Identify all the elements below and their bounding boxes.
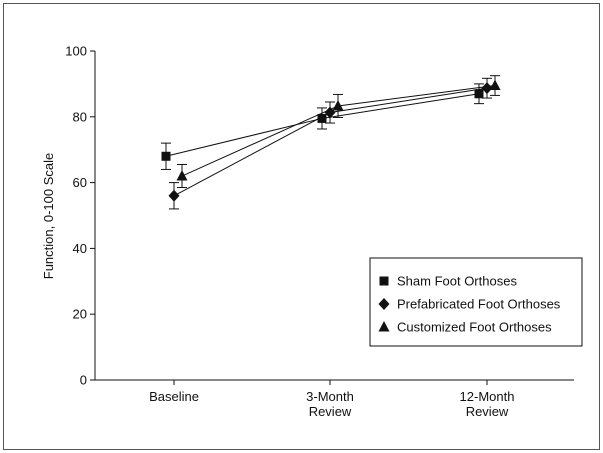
x-tick-label: Review bbox=[309, 404, 352, 419]
y-tick-label: 100 bbox=[65, 44, 87, 59]
error-bars bbox=[161, 75, 500, 210]
legend: Sham Foot Orthoses Prefabricated Foot Ort… bbox=[369, 257, 583, 347]
y-tick-label: 60 bbox=[73, 175, 87, 190]
legend-marker-diamond-icon bbox=[378, 298, 390, 310]
x-tick-label: 12-Month bbox=[460, 389, 515, 404]
legend-marker-square-icon bbox=[379, 276, 389, 286]
y-axis-title: Function, 0-100 Scale bbox=[41, 153, 56, 279]
y-tick-label: 80 bbox=[73, 109, 87, 124]
data-point-square bbox=[161, 151, 171, 161]
data-point-square bbox=[474, 89, 484, 99]
data-point-diamond bbox=[168, 189, 180, 202]
data-point-diamond bbox=[324, 106, 336, 119]
data-point-square bbox=[317, 113, 327, 123]
data-point-triangle bbox=[332, 99, 344, 111]
x-tick-label: Baseline bbox=[149, 389, 199, 404]
legend-box bbox=[369, 257, 583, 347]
legend-label: Prefabricated Foot Orthoses bbox=[397, 297, 561, 312]
x-tick-label: 3-Month bbox=[306, 389, 354, 404]
y-tick-label: 0 bbox=[80, 373, 87, 388]
y-tick-label: 20 bbox=[73, 307, 87, 322]
data-point-triangle bbox=[176, 170, 188, 181]
y-tick-label: 40 bbox=[73, 241, 87, 256]
legend-label: Customized Foot Orthoses bbox=[397, 320, 552, 335]
data-point-diamond bbox=[481, 82, 493, 95]
chart-frame bbox=[3, 3, 600, 450]
series-markers bbox=[161, 79, 501, 202]
data-point-triangle bbox=[489, 79, 501, 91]
legend-label: Sham Foot Orthoses bbox=[397, 274, 517, 289]
x-tick-label: Review bbox=[466, 404, 509, 419]
legend-marker-triangle-icon bbox=[378, 321, 390, 332]
